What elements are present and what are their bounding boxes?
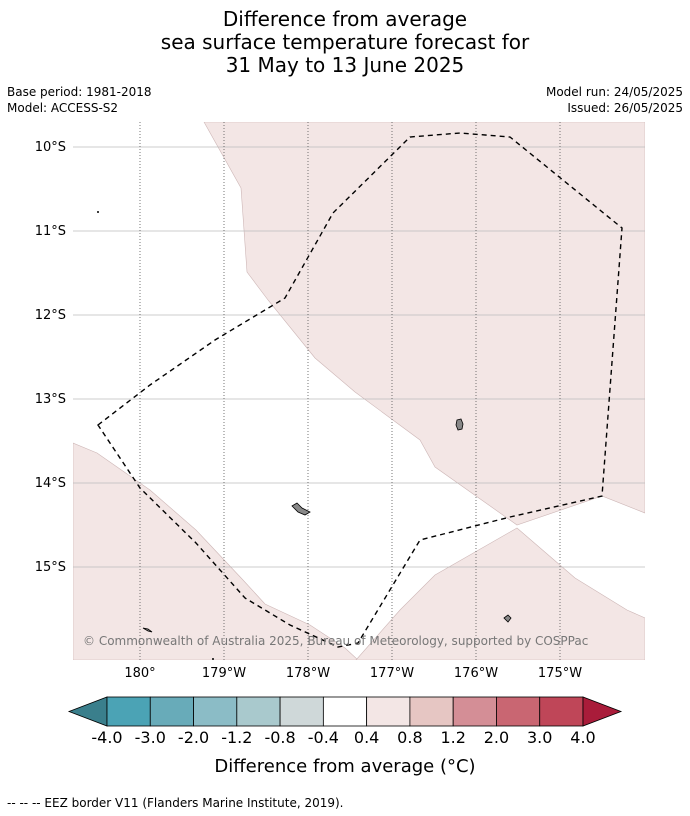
colorbar-segment bbox=[149, 696, 194, 727]
lat-label: 15°S bbox=[35, 560, 66, 575]
island-northwest bbox=[97, 211, 99, 213]
colorbar-segment bbox=[539, 696, 584, 727]
eez-border bbox=[97, 132, 623, 648]
lon-label: 179°W bbox=[202, 666, 246, 681]
issued-date: Issued: 26/05/2025 bbox=[567, 101, 683, 115]
lat-label: 13°S bbox=[35, 392, 66, 407]
lat-label: 12°S bbox=[35, 308, 66, 323]
map-area: © Commonwealth of Australia 2025, Bureau… bbox=[73, 122, 645, 660]
island-east bbox=[455, 418, 464, 431]
title-line-2: sea surface temperature forecast for bbox=[160, 30, 530, 54]
base-period: Base period: 1981-2018 bbox=[7, 85, 152, 99]
colorbar-tick-label: 2.0 bbox=[484, 728, 509, 747]
colorbar-tick-label: 3.0 bbox=[527, 728, 552, 747]
colorbar-extend-low bbox=[67, 696, 108, 727]
colorbar-segment bbox=[279, 696, 324, 727]
colorbar-segment bbox=[452, 696, 497, 727]
island-central bbox=[291, 502, 311, 516]
meta-left: Base period: 1981-2018 Model: ACCESS-S2 bbox=[7, 84, 152, 116]
colorbar-tick-label: -0.8 bbox=[264, 728, 295, 747]
colorbar-label: Difference from average (°C) bbox=[214, 756, 475, 777]
title-line-1: Difference from average bbox=[222, 7, 468, 31]
lat-label: 14°S bbox=[35, 476, 66, 491]
colorbar-segment bbox=[193, 696, 238, 727]
lon-label: 178°W bbox=[286, 666, 330, 681]
lon-label: 176°W bbox=[454, 666, 498, 681]
colorbar-tick-labels: -4.0 -3.0 -2.0 -1.2 -0.8 -0.4 0.4 0.8 1.2 2.0 3.0 4… bbox=[91, 728, 595, 747]
latitude-labels: 10°S 11°S 12°S 13°S 14°S 15°S bbox=[35, 140, 66, 575]
anomaly-region-northeast bbox=[203, 122, 645, 526]
latitude-gridlines bbox=[73, 146, 645, 568]
colorbar-extend-high bbox=[582, 696, 623, 727]
colorbar-tick-label: -2.0 bbox=[178, 728, 209, 747]
island-southwest bbox=[142, 627, 153, 633]
longitude-labels: 180° 179°W 178°W 177°W 176°W 175°W bbox=[124, 666, 582, 681]
colorbar-segment bbox=[496, 696, 541, 727]
title-line-3: 31 May to 13 June 2025 bbox=[225, 53, 465, 77]
anomaly-region-southeast bbox=[355, 527, 645, 660]
model-name: Model: ACCESS-S2 bbox=[7, 101, 119, 115]
lon-label: 177°W bbox=[370, 666, 414, 681]
colorbar-segment bbox=[236, 696, 281, 727]
copyright-notice: © Commonwealth of Australia 2025, Bureau… bbox=[83, 634, 588, 648]
lat-label: 10°S bbox=[35, 140, 66, 155]
colorbar-segment bbox=[106, 696, 151, 727]
colorbar-tick-label: -3.0 bbox=[135, 728, 166, 747]
eez-footnote: -- -- -- EEZ border V11 (Flanders Marine… bbox=[7, 796, 344, 810]
colorbar-tick-label: 1.2 bbox=[440, 728, 465, 747]
meta-right: Model run: 24/05/2025 Issued: 26/05/2025 bbox=[546, 84, 683, 116]
lat-label: 11°S bbox=[35, 224, 66, 239]
model-run: Model run: 24/05/2025 bbox=[545, 85, 683, 99]
lon-label: 175°W bbox=[538, 666, 582, 681]
lon-label: 180° bbox=[124, 666, 155, 681]
colorbar-tick-label: -0.4 bbox=[308, 728, 339, 747]
colorbar: -4.0 -3.0 -2.0 -1.2 -0.8 -0.4 0.4 0.8 1.2 2.0 3.0 4… bbox=[67, 696, 623, 777]
chart-title: Difference from average sea surface temp… bbox=[0, 8, 690, 77]
colorbar-tick-label: -1.2 bbox=[221, 728, 252, 747]
colorbar-tick-label: 4.0 bbox=[570, 728, 595, 747]
colorbar-tick-label: 0.4 bbox=[354, 728, 379, 747]
colorbar-segments bbox=[106, 696, 584, 727]
colorbar-tick-label: 0.8 bbox=[397, 728, 422, 747]
colorbar-segment bbox=[409, 696, 454, 727]
colorbar-segment bbox=[322, 696, 368, 727]
colorbar-segment bbox=[366, 696, 411, 727]
colorbar-tick-label: -4.0 bbox=[91, 728, 122, 747]
island-south bbox=[503, 614, 512, 623]
